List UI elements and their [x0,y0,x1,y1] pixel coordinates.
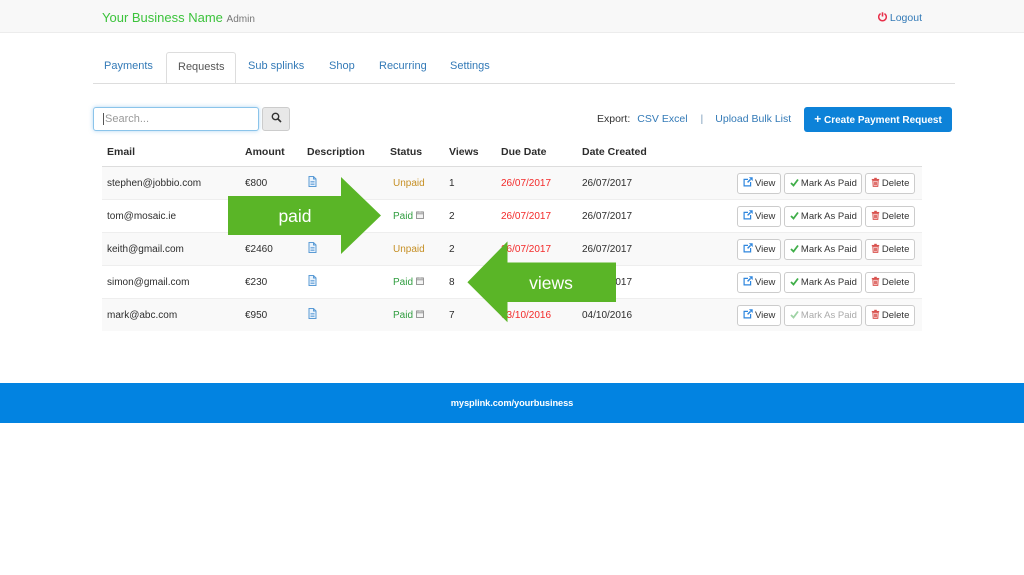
svg-text:views: views [529,273,573,293]
svg-text:paid: paid [278,206,311,226]
